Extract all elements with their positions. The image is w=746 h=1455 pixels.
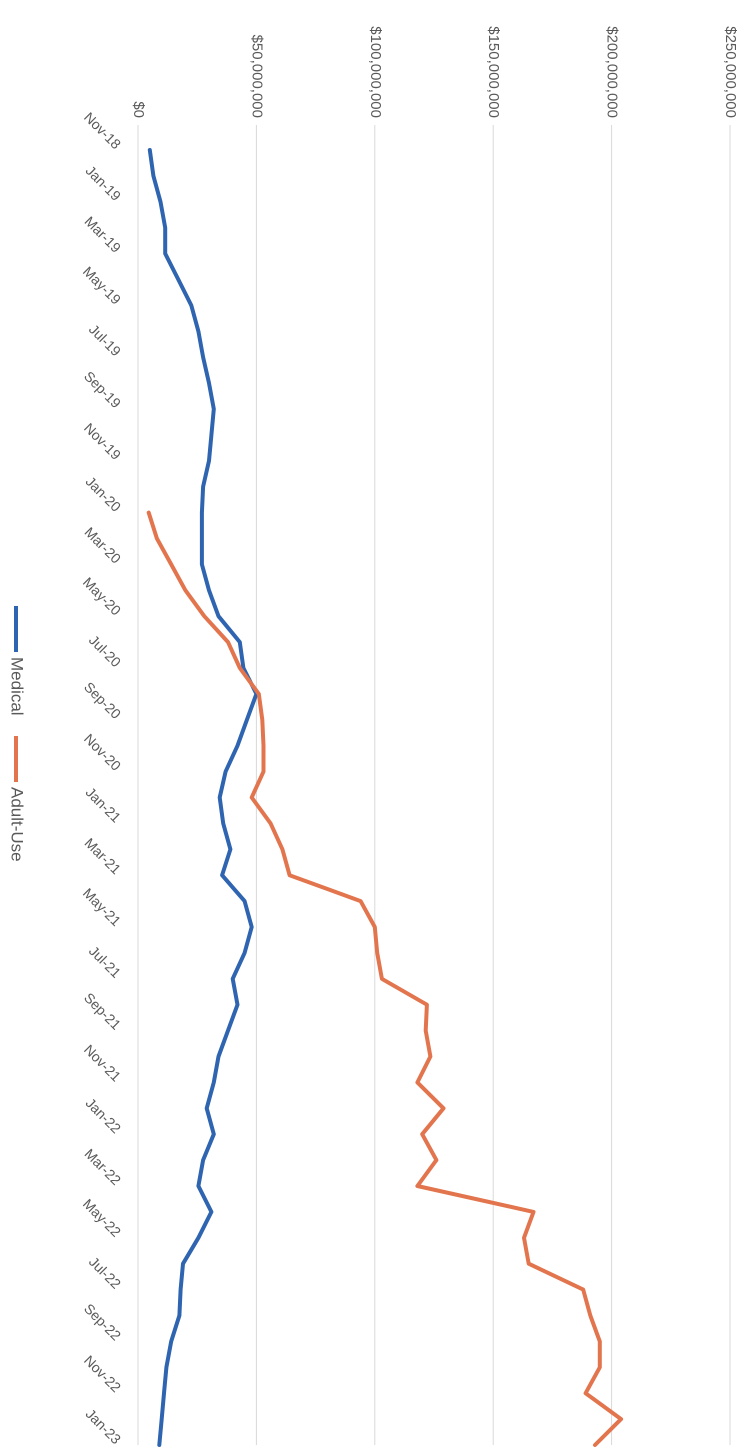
x-tick-label: Nov-19 [81, 420, 124, 463]
x-tick-label: Jan-22 [83, 1095, 125, 1137]
y-tick-label: $100,000,000 [367, 26, 384, 118]
x-tick-label: May-22 [80, 1196, 124, 1240]
x-tick-label: Jan-20 [83, 473, 125, 515]
x-tick-label: Jan-23 [83, 1406, 125, 1448]
x-tick-label: Jan-19 [83, 162, 125, 204]
legend: Medical Adult-Use [8, 606, 27, 862]
x-tick-label: Mar-19 [82, 213, 125, 256]
x-tick-label: May-19 [80, 263, 124, 307]
y-tick-label: $50,000,000 [248, 35, 265, 118]
x-tick-label: Jul-20 [86, 632, 124, 670]
x-axis-tick-labels: Nov-18 Jan-19 Mar-19 May-19 Jul-19 Sep-19 Nov-… [80, 109, 124, 1447]
y-tick-label: $200,000,000 [604, 26, 621, 118]
x-tick-label: Jul-21 [86, 943, 124, 981]
medical-series-line [147, 148, 259, 1447]
x-tick-label: Mar-20 [82, 524, 125, 567]
x-tick-label: Jul-19 [86, 321, 124, 359]
x-tick-label: Nov-18 [81, 109, 124, 152]
y-tick-label: $0 [130, 101, 147, 118]
x-tick-label: Sep-20 [81, 679, 124, 722]
x-tick-label: Nov-21 [81, 1041, 124, 1084]
adult-use-series-line [146, 510, 624, 1447]
x-tick-label: May-20 [80, 574, 124, 618]
x-tick-label: Nov-22 [81, 1352, 124, 1395]
x-tick-label: Sep-21 [81, 989, 124, 1032]
x-tick-label: May-21 [80, 885, 124, 929]
y-tick-label: $250,000,000 [722, 26, 739, 118]
x-tick-label: Sep-19 [81, 368, 124, 411]
y-tick-label: $150,000,000 [485, 26, 502, 118]
gridlines [137, 125, 731, 1445]
x-tick-label: Sep-22 [81, 1300, 124, 1343]
x-tick-label: Mar-21 [82, 835, 125, 878]
adult-use-legend-label: Adult-Use [8, 787, 27, 862]
y-axis-tick-labels: $0 $50,000,000 $100,000,000 $150,000,000 $20… [130, 26, 739, 118]
x-tick-label: Nov-20 [81, 730, 124, 773]
series-lines [146, 148, 624, 1447]
medical-legend-label: Medical [8, 657, 27, 716]
x-tick-label: Jan-21 [83, 784, 125, 826]
x-tick-label: Mar-22 [82, 1145, 125, 1188]
x-tick-label: Jul-22 [86, 1253, 124, 1291]
